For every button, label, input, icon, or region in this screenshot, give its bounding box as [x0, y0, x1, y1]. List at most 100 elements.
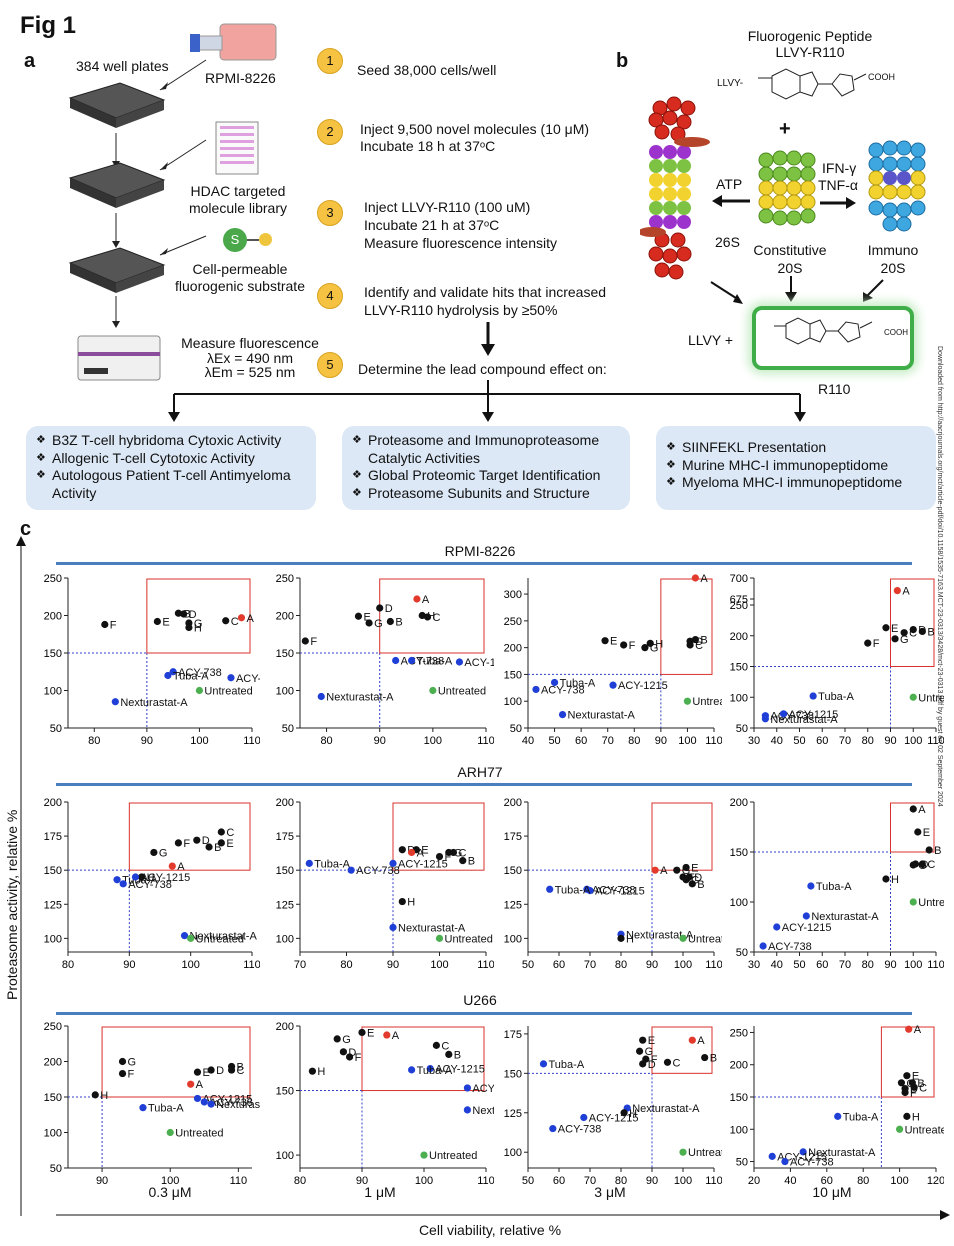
row-rule-u266 — [56, 1012, 912, 1015]
point-label: Untreated — [445, 933, 493, 945]
conc-label-10: 10 μM — [812, 1184, 852, 1200]
point-label: C — [237, 1065, 245, 1077]
y-tick-label: 700 — [730, 573, 748, 585]
data-point — [909, 898, 917, 906]
data-point — [925, 846, 933, 854]
data-point — [174, 839, 182, 847]
x-tick-label: 40 — [771, 735, 783, 747]
library-label: HDAC targeted molecule library — [188, 183, 288, 216]
data-point — [882, 875, 890, 883]
data-point — [365, 619, 373, 627]
x-tick-label: 100 — [415, 1175, 433, 1187]
y-tick-label: 100 — [504, 933, 522, 945]
y-tick-label: 100 — [276, 1150, 294, 1162]
data-point — [683, 697, 692, 705]
point-label: Nexturastat-A — [811, 911, 879, 923]
point-label: B — [697, 879, 704, 891]
x-tick-label: 100 — [161, 1175, 179, 1187]
data-point — [445, 1050, 453, 1058]
data-point — [237, 614, 246, 622]
x-tick-label: 80 — [88, 735, 100, 747]
y-tick-label: 100 — [44, 1128, 62, 1140]
x-tick-label: 110 — [927, 959, 944, 971]
point-label: ACY-738 — [209, 1097, 253, 1109]
point-label: H — [147, 872, 155, 884]
data-point — [663, 1058, 672, 1066]
step-3-text-line3: Measure fluorescence intensity — [364, 235, 557, 251]
x-tick-label: 80 — [857, 1175, 869, 1187]
data-point — [113, 876, 121, 884]
data-point — [914, 828, 922, 836]
x-tick-label: 50 — [522, 1175, 534, 1187]
data-point — [550, 678, 559, 687]
data-point — [651, 866, 659, 874]
data-point — [317, 692, 325, 701]
y-tick-label: 200 — [730, 1060, 748, 1072]
flask-icon — [190, 23, 277, 61]
y-tick-label: 150 — [504, 865, 522, 877]
point-label: Untreated — [175, 1128, 223, 1140]
data-point — [301, 637, 309, 645]
y-tick-label: 150 — [276, 1086, 294, 1098]
data-point — [799, 1148, 807, 1156]
point-label: ACY-738 — [356, 865, 400, 877]
x-tick-label: 90 — [374, 735, 386, 747]
point-label: E — [891, 623, 898, 635]
point-label: B — [237, 1061, 244, 1073]
step-2-text-line1: Inject 9,500 novel molecules (10 μM) — [360, 121, 590, 137]
step-arrow — [481, 322, 495, 356]
point-label: G — [682, 865, 691, 877]
point-label: C — [226, 827, 234, 839]
point-label: E — [162, 617, 169, 629]
scatter-arh77-0-3uM: 100 125 150 175 200 80 90 100 110 G F DB EC A HTuba-AA… — [44, 797, 260, 971]
x-tick-label: 90 — [356, 1175, 368, 1187]
immuno-label: Immuno — [867, 242, 919, 258]
x-axis-arrow — [56, 1208, 952, 1222]
ifn-arrow — [820, 197, 856, 209]
data-point — [333, 1035, 341, 1043]
point-label: E — [363, 611, 370, 623]
x-tick-label: 80 — [615, 959, 627, 971]
x-tick-label: 90 — [884, 959, 896, 971]
data-point — [180, 932, 189, 940]
point-label: H — [407, 897, 415, 909]
workflow-arrows — [159, 59, 207, 256]
y-tick-label: 50 — [50, 1163, 62, 1175]
step-5-text: Determine the lead compound effect on: — [358, 361, 607, 377]
data-point — [139, 1104, 147, 1112]
outcome-box-tcell: B3Z T-cell hybridoma Cytoxic Activity Al… — [26, 426, 316, 510]
y-tick-label: 50 — [510, 723, 522, 735]
point-label: Nexturastat-A — [472, 1105, 494, 1117]
point-label: A — [196, 1079, 204, 1091]
data-point — [679, 1148, 687, 1156]
conc-label-3: 3 μM — [594, 1184, 626, 1200]
point-label: F — [310, 636, 317, 648]
data-point — [153, 617, 161, 626]
data-point — [455, 658, 464, 666]
data-point — [435, 934, 444, 942]
data-point — [549, 1124, 557, 1133]
y-tick-label: 200 — [504, 797, 522, 809]
data-point — [896, 1125, 904, 1133]
x-tick-label: 100 — [430, 959, 448, 971]
data-point — [918, 860, 926, 868]
outcome-item: Proteasome and Immunoproteasome Catalyti… — [352, 432, 620, 467]
y-axis-label: Proteasome activity, relative % — [4, 809, 20, 1000]
point-label: Nexturastat-A — [190, 931, 258, 943]
y-tick-label: 100 — [276, 933, 294, 945]
conc-label-1: 1 μM — [364, 1184, 396, 1200]
plate-reader-icon — [77, 335, 161, 381]
point-label: Untreated — [438, 686, 486, 698]
data-point — [118, 1057, 127, 1066]
x-tick-label: 50 — [522, 959, 534, 971]
scatter-arh77-1uM: 100125150175200708090100110DEAFGCBHTuba-… — [276, 797, 494, 971]
peptide-title-2: LLVY-R110 — [775, 44, 845, 60]
x-tick-label: 70 — [602, 735, 614, 747]
branch-arrows — [168, 380, 806, 422]
data-point — [761, 715, 769, 723]
point-label: G — [128, 1057, 137, 1069]
data-point — [413, 595, 421, 603]
row-title-u266: U266 — [463, 992, 497, 1008]
step-1-text: Seed 38,000 cells/well — [357, 62, 497, 78]
